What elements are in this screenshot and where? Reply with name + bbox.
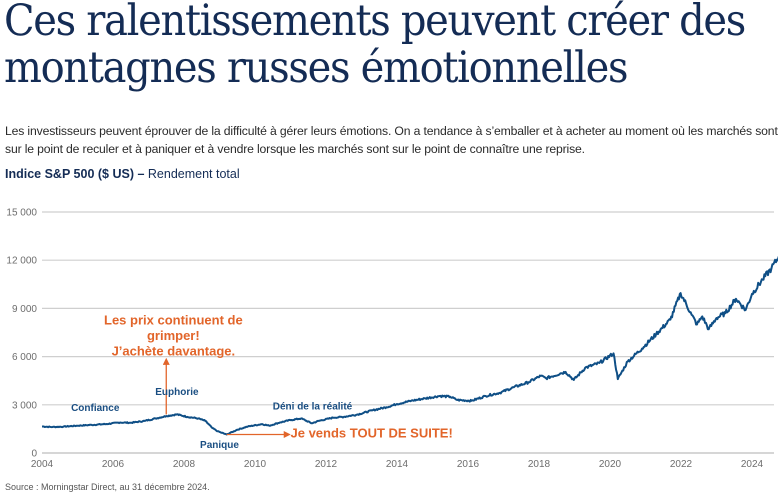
y-axis-ticks: 0 3 000 6 000 9 000 12 000 15 000 — [6, 208, 37, 460]
annotation-je-vends-tout-de-suite: Je vends TOUT DE SUITE! — [291, 426, 453, 441]
series-line — [41, 256, 778, 436]
x-tick-label: 2024 — [741, 459, 764, 470]
annotation-d-ni-de-la-r-alit: Déni de la réalité — [273, 402, 353, 413]
annotation-line: Les prix continuent de — [104, 312, 243, 327]
x-tick-label: 2006 — [102, 459, 125, 470]
chart-heading-index: Indice S&P 500 ($ US) — [5, 167, 134, 181]
chart-heading-separator: – — [134, 167, 148, 181]
x-tick-label: 2014 — [386, 459, 409, 470]
annotation-euphorie: Euphorie — [155, 387, 199, 398]
title-line-2: montagnes russes émotionnelles — [4, 43, 629, 93]
x-tick-label: 2012 — [315, 459, 338, 470]
series-layer — [41, 256, 778, 436]
annotation-panique: Panique — [200, 440, 239, 451]
chart-heading: Indice S&P 500 ($ US) – Rendement total — [5, 167, 240, 181]
x-axis-ticks: 2004 2006 2008 2010 2012 2014 2016 2018 2020 2022… — [31, 459, 764, 470]
y-tick-label: 3 000 — [12, 400, 37, 411]
x-tick-label: 2016 — [457, 459, 480, 470]
title-line-1: Ces ralentissements peuvent créer des — [4, 0, 746, 46]
page-title: Ces ralentissements peuvent créer des mo… — [4, 0, 746, 93]
chart-heading-subtitle: Rendement total — [147, 167, 240, 181]
y-tick-label: 15 000 — [6, 208, 37, 219]
x-tick-label: 2020 — [599, 459, 622, 470]
annotation-line: J’achète davantage. — [112, 343, 236, 358]
annotations: Confiance Euphorie Déni de la réalité Paniq… — [71, 312, 453, 451]
grid-lines — [42, 211, 774, 454]
x-tick-label: 2018 — [528, 459, 551, 470]
intro-paragraph: Les investisseurs peuvent éprouver de la… — [5, 124, 778, 156]
x-tick-label: 2010 — [244, 459, 267, 470]
x-tick-label: 2004 — [31, 459, 54, 470]
annotation-buy: Les prix continuent de grimper! J’achète d… — [104, 312, 243, 358]
annotation-line: grimper! — [147, 328, 200, 343]
annotation-confiance: Confiance — [71, 403, 120, 414]
y-tick-label: 0 — [31, 449, 37, 460]
y-tick-label: 9 000 — [12, 304, 37, 315]
annotation-arrows — [162, 357, 291, 439]
y-tick-label: 6 000 — [12, 352, 37, 363]
x-tick-label: 2008 — [173, 459, 196, 470]
y-tick-label: 12 000 — [6, 256, 37, 267]
x-tick-label: 2022 — [670, 459, 693, 470]
source-note: Source : Morningstar Direct, au 31 décem… — [5, 482, 210, 492]
